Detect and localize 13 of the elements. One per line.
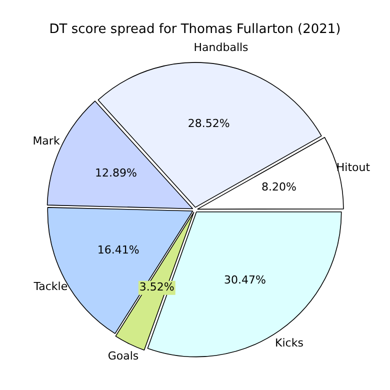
data-label: 3.52% — [139, 280, 174, 294]
slice-label: Hitout — [336, 160, 371, 174]
chart-title: DT score spread for Thomas Fullarton (2021) — [49, 22, 341, 38]
data-label: 12.89% — [95, 166, 137, 180]
slice-label: Tackle — [32, 280, 68, 293]
slice-label: Goals — [108, 350, 139, 363]
data-label: 28.52% — [188, 116, 230, 130]
slice-label: Kicks — [275, 336, 304, 350]
data-label: 16.41% — [97, 244, 140, 257]
data-label: 8.20% — [262, 180, 296, 194]
slice-label: Handballs — [194, 41, 249, 54]
data-label: 30.47% — [224, 274, 266, 287]
slice-label: Mark — [32, 134, 60, 148]
